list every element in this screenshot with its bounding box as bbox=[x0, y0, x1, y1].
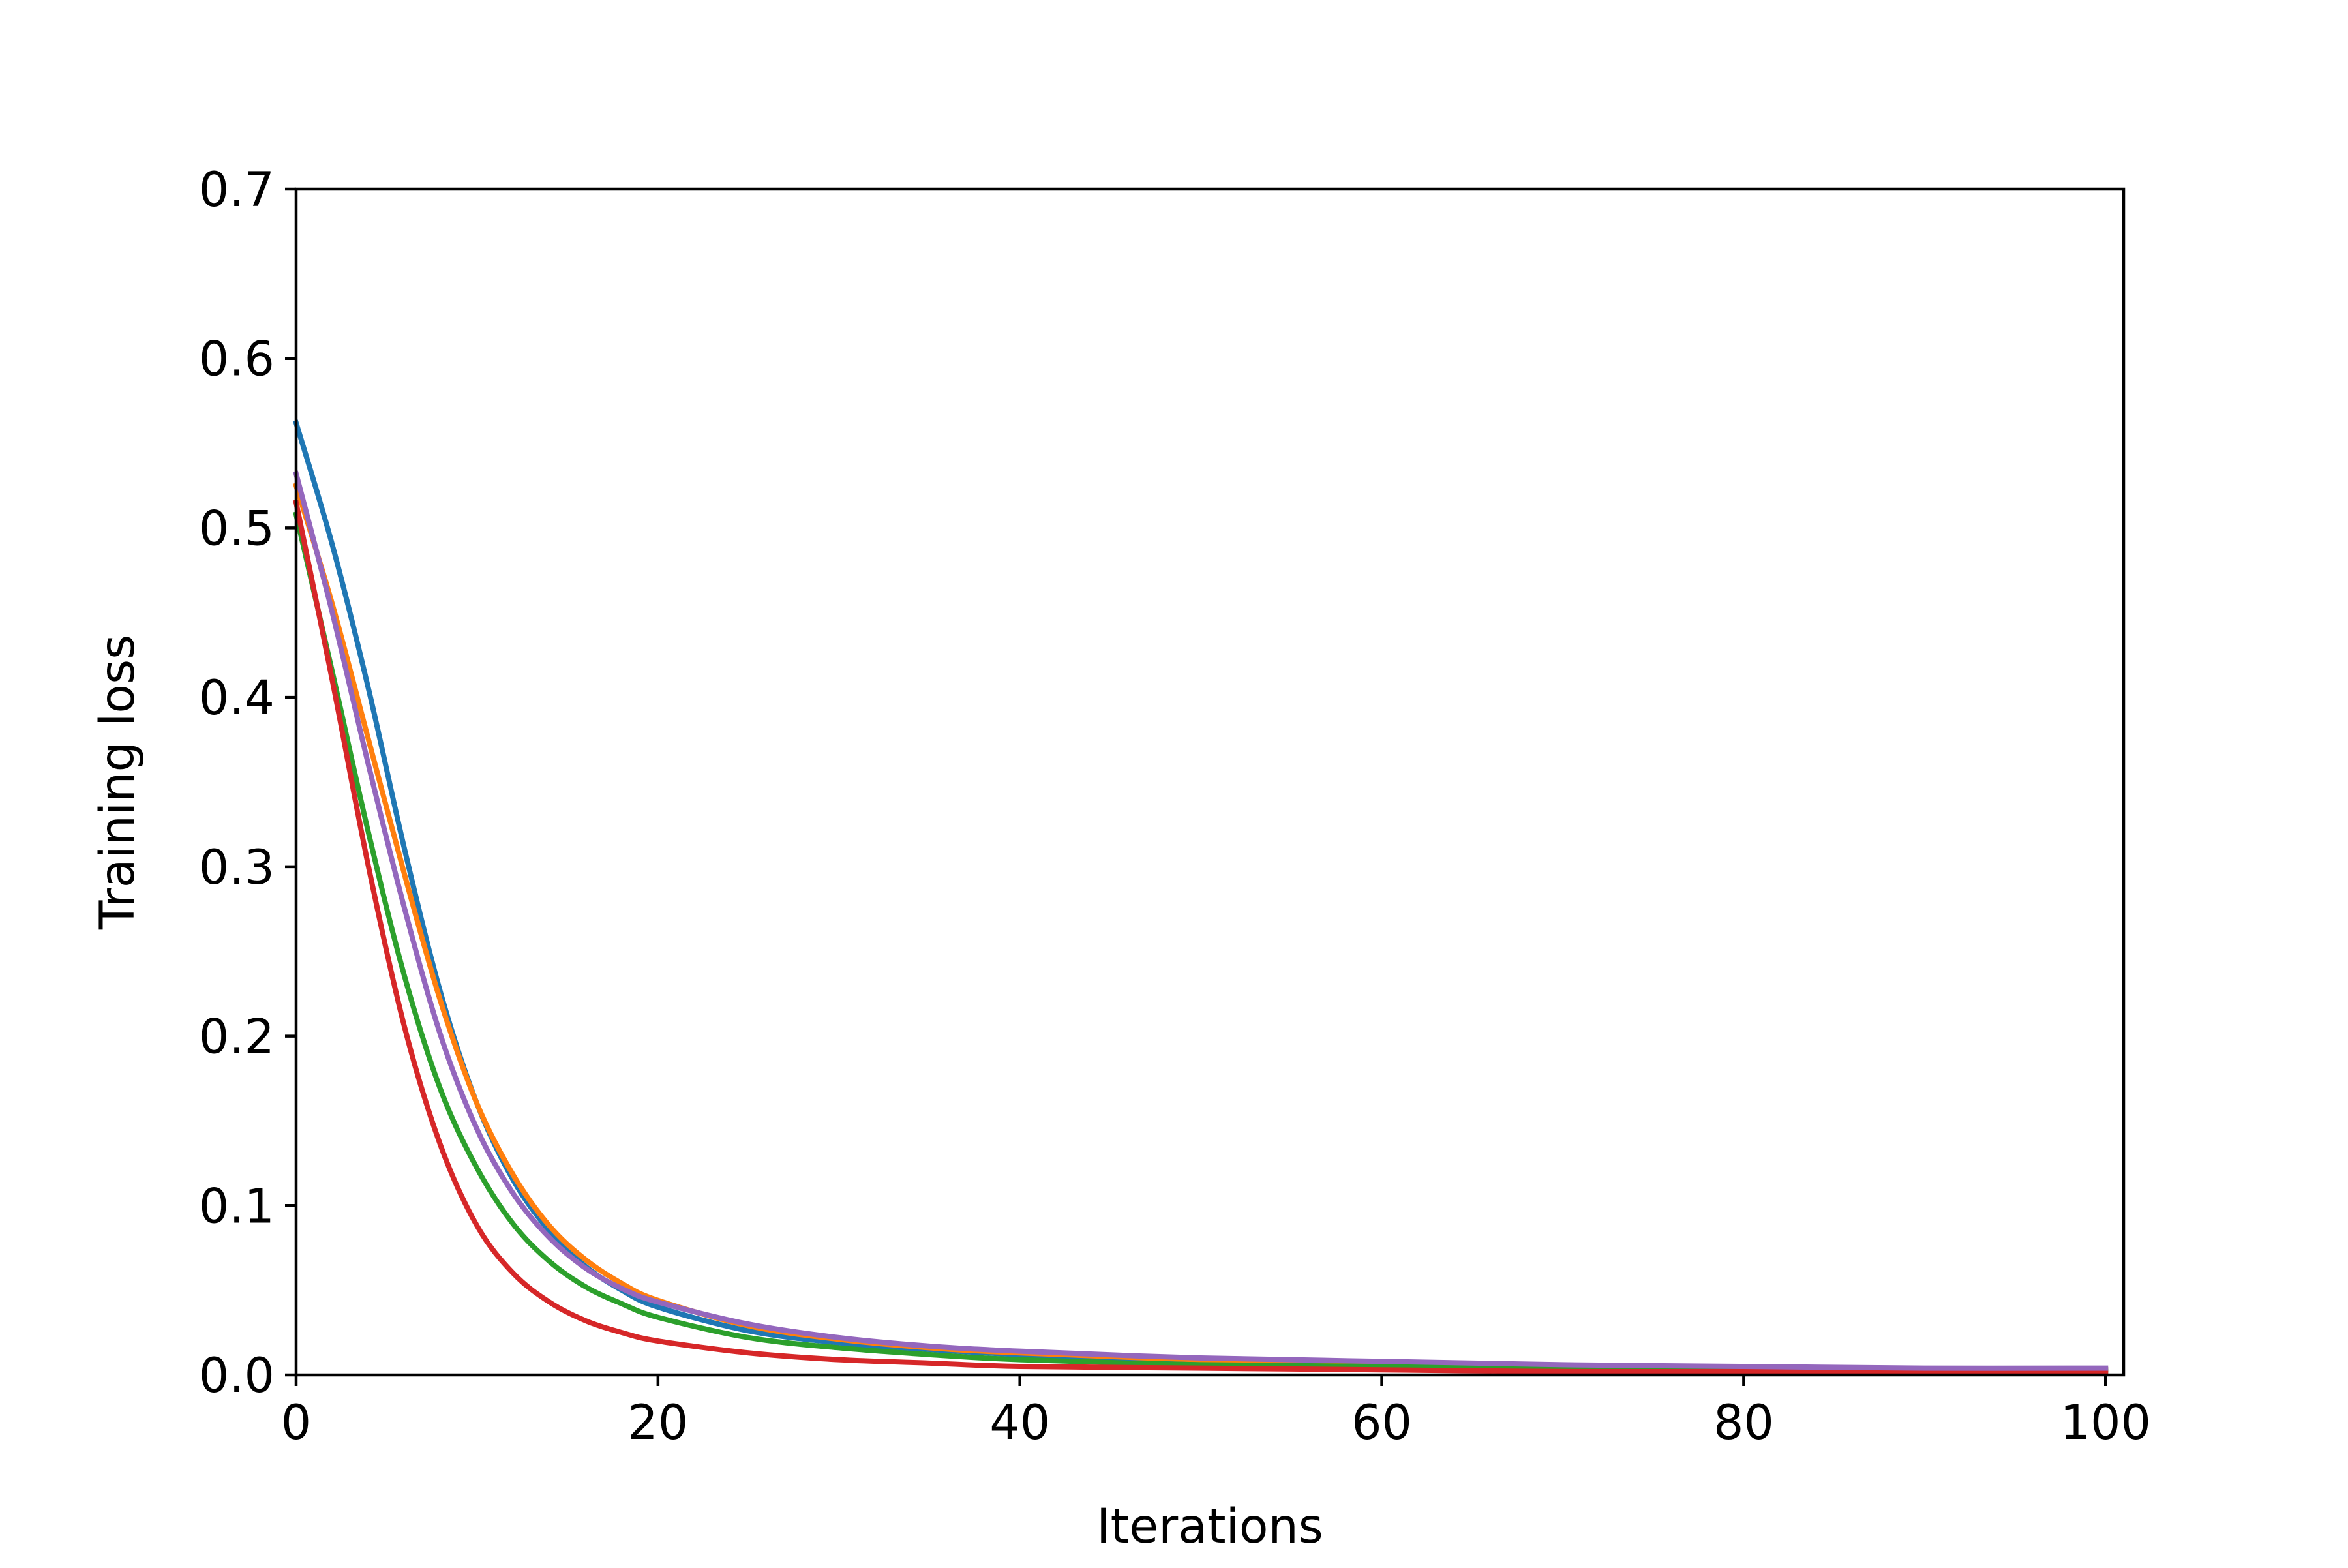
y-tick-label: 0.0 bbox=[199, 1348, 275, 1404]
series-line-1 bbox=[293, 419, 2109, 1373]
y-axis-title: Training loss bbox=[90, 635, 145, 930]
y-tick-label: 0.6 bbox=[199, 332, 275, 387]
y-tick-label: 0.5 bbox=[199, 501, 275, 556]
y-tick-label: 0.4 bbox=[199, 671, 275, 726]
x-tick-label: 0 bbox=[281, 1395, 311, 1451]
series-line-5 bbox=[293, 470, 2109, 1371]
x-tick-label: 100 bbox=[2060, 1395, 2151, 1451]
y-tick-label: 0.1 bbox=[199, 1179, 275, 1234]
x-axis-title: Iterations bbox=[1096, 1499, 1323, 1554]
series-layer bbox=[293, 419, 2109, 1376]
x-tick-label: 60 bbox=[1351, 1395, 1412, 1451]
series-line-4 bbox=[293, 499, 2109, 1376]
y-tick-label: 0.3 bbox=[199, 840, 275, 896]
x-tick-label: 40 bbox=[989, 1395, 1050, 1451]
x-tick-label: 80 bbox=[1713, 1395, 1774, 1451]
x-tick-label: 20 bbox=[627, 1395, 688, 1451]
ticks-layer: 0 20 40 60 80 100 0.0 0.1 0.2 0.3 0.4 0.5 0.6 0.7 bbox=[199, 162, 2151, 1451]
y-tick-label: 0.7 bbox=[199, 162, 275, 218]
series-line-3 bbox=[293, 511, 2109, 1374]
y-tick-label: 0.2 bbox=[199, 1010, 275, 1065]
series-line-2 bbox=[293, 482, 2109, 1373]
plot-frame bbox=[294, 187, 2126, 1377]
